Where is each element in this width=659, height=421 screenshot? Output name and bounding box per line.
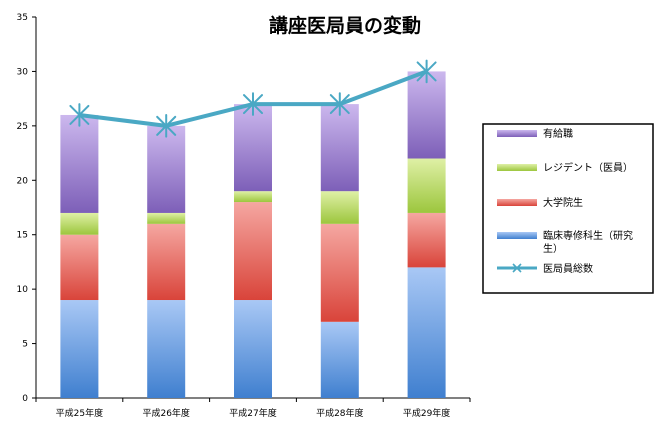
marker-医局員総数-平成29年度 [416, 59, 437, 84]
bar-大学院生-平成28年度 [320, 223, 359, 322]
bar-有給職-平成28年度 [320, 104, 359, 192]
marker-医局員総数-平成26年度 [156, 114, 177, 138]
y-tick-label: 10 [17, 285, 29, 295]
bar-レジデント（医員）-平成29年度 [407, 158, 446, 213]
bar-レジデント（医員）-平成26年度 [147, 212, 186, 224]
marker-医局員総数-平成27年度 [243, 92, 263, 116]
y-tick-label: 5 [22, 340, 28, 350]
bar-大学院生-平成29年度 [407, 212, 446, 268]
legend-swatch-大学院生 [497, 199, 537, 206]
legend-box [482, 123, 654, 294]
plot-area: 0 5 10 15 20 25 30 35 平成25年度 平成26年度 平成27年度 平成28年度 平成… [17, 13, 471, 419]
bar-大学院生-平成25年度 [60, 234, 99, 301]
bar-臨床専修科生（研究生）-平成25年度 [60, 300, 99, 398]
bar-有給職-平成29年度 [407, 71, 446, 159]
y-tick-label: 15 [17, 231, 28, 241]
bar-臨床専修科生（研究生）-平成29年度 [407, 267, 446, 398]
bar-有給職-平成26年度 [147, 125, 186, 213]
chart-title: 講座医局員の変動 [269, 14, 421, 37]
y-tick-label: 0 [22, 394, 28, 404]
legend-swatch-臨床専修科生 [497, 232, 537, 239]
legend-label-有給職: 有給職 [543, 127, 573, 140]
bar-レジデント（医員）-平成28年度 [320, 191, 359, 224]
bar-レジデント（医員）-平成27年度 [234, 191, 272, 203]
marker-医局員総数-平成25年度 [69, 103, 90, 127]
legend-label-大学院生: 大学院生 [543, 196, 583, 209]
y-tick-label: 30 [17, 67, 29, 77]
bar-有給職-平成27年度 [234, 104, 272, 192]
legend: 有給職 レジデント（医員） 大学院生 臨床専修科生（研究 生） 医局員総数 [482, 123, 654, 294]
x-tick-label: 平成25年度 [56, 407, 103, 419]
y-tick-label: 35 [17, 13, 28, 23]
x-tick-label: 平成29年度 [403, 407, 450, 419]
legend-label-医局員総数: 医局員総数 [543, 262, 593, 275]
legend-marker-医局員総数 [512, 263, 522, 273]
y-tick-label: 20 [17, 176, 29, 186]
bar-臨床専修科生（研究生）-平成27年度 [234, 300, 272, 398]
bar-大学院生-平成26年度 [147, 223, 186, 301]
bar-有給職-平成25年度 [60, 114, 99, 213]
x-tick-label: 平成26年度 [142, 407, 189, 419]
legend-swatch-レジデント [497, 164, 537, 171]
x-tick-label: 平成27年度 [229, 407, 276, 419]
x-tick-label: 平成28年度 [316, 407, 363, 419]
marker-医局員総数-平成28年度 [329, 92, 350, 116]
legend-label-臨床専修科生: 臨床専修科生（研究 生） [543, 229, 636, 255]
legend-swatch-有給職 [497, 130, 537, 137]
bar-大学院生-平成27年度 [234, 202, 272, 301]
bar-臨床専修科生（研究生）-平成28年度 [320, 321, 359, 398]
bar-臨床専修科生（研究生）-平成26年度 [147, 300, 186, 398]
y-tick-label: 25 [17, 122, 28, 132]
legend-label-レジデント: レジデント（医員） [543, 161, 633, 174]
bar-レジデント（医員）-平成25年度 [60, 212, 99, 235]
